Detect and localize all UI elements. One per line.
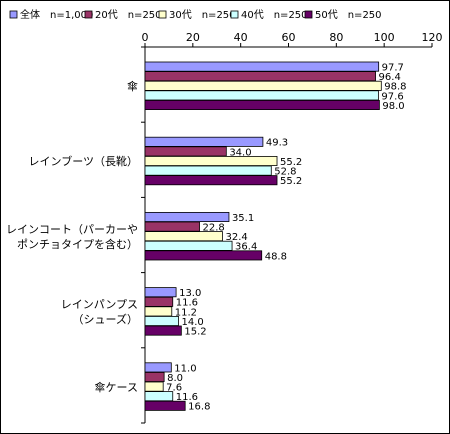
data-label: 35.1 bbox=[232, 213, 254, 224]
bar bbox=[144, 240, 233, 251]
bar bbox=[144, 155, 278, 166]
bar bbox=[144, 381, 164, 392]
data-label: 16.8 bbox=[188, 402, 210, 413]
bar bbox=[144, 211, 230, 222]
legend-swatch bbox=[9, 10, 18, 19]
bar bbox=[144, 136, 264, 147]
bar bbox=[144, 165, 272, 176]
data-label: 11.2 bbox=[175, 307, 197, 318]
data-label: 97.6 bbox=[381, 91, 403, 102]
bar bbox=[144, 231, 223, 242]
bar bbox=[144, 391, 174, 402]
data-label: 13.0 bbox=[179, 288, 201, 299]
x-tick-label: 120 bbox=[422, 31, 443, 44]
legend-swatch bbox=[304, 10, 313, 19]
legend-label: 全体 n=1,000 bbox=[20, 8, 93, 21]
data-label: 15.2 bbox=[184, 327, 206, 338]
bar bbox=[144, 90, 379, 101]
bar bbox=[144, 250, 263, 261]
category-label: 傘 bbox=[127, 80, 138, 93]
bar bbox=[144, 175, 278, 186]
x-tick-label: 60 bbox=[282, 31, 296, 44]
bar bbox=[144, 61, 380, 72]
data-label: 98.0 bbox=[382, 101, 404, 112]
data-label: 96.4 bbox=[379, 72, 401, 83]
legend-swatch bbox=[158, 10, 167, 19]
bar bbox=[144, 371, 165, 382]
bar bbox=[144, 287, 177, 298]
bar bbox=[144, 315, 179, 326]
bar bbox=[144, 325, 182, 336]
data-label: 11.0 bbox=[174, 363, 196, 374]
x-tick-label: 20 bbox=[186, 31, 200, 44]
category-label: ポンチョタイプを含む） bbox=[17, 237, 138, 251]
bar bbox=[144, 100, 380, 111]
data-label: 36.4 bbox=[235, 242, 257, 253]
bar bbox=[144, 146, 227, 157]
data-label: 11.6 bbox=[176, 298, 198, 309]
legend-swatch bbox=[230, 10, 239, 19]
data-label: 55.2 bbox=[280, 176, 302, 187]
bar bbox=[144, 296, 174, 307]
data-label: 34.0 bbox=[229, 147, 251, 158]
data-label: 52.8 bbox=[274, 167, 296, 178]
data-label: 32.4 bbox=[225, 232, 247, 243]
data-label: 7.6 bbox=[166, 383, 182, 394]
category-label: レインブーツ（長靴） bbox=[29, 154, 138, 168]
data-label: 48.8 bbox=[265, 251, 287, 262]
bar bbox=[144, 71, 376, 82]
legend-label: 30代 n=250 bbox=[169, 9, 236, 21]
legend-label: 50代 n=250 bbox=[315, 9, 382, 21]
x-tick-label: 80 bbox=[329, 31, 343, 44]
data-label: 49.3 bbox=[266, 138, 288, 149]
data-label: 97.7 bbox=[382, 63, 404, 74]
data-label: 55.2 bbox=[280, 157, 302, 168]
category-label: 傘ケース bbox=[95, 381, 138, 394]
data-label: 11.6 bbox=[176, 392, 198, 403]
category-label: レインコート（パーカーや bbox=[6, 223, 138, 236]
data-label: 8.0 bbox=[167, 373, 183, 384]
x-tick-label: 40 bbox=[234, 31, 248, 44]
bar bbox=[144, 306, 173, 317]
x-tick-label: 0 bbox=[142, 31, 149, 44]
bar bbox=[144, 80, 382, 91]
data-label: 98.8 bbox=[384, 82, 406, 93]
bar bbox=[144, 400, 186, 411]
category-label: （シューズ） bbox=[73, 312, 138, 326]
data-label: 22.8 bbox=[203, 223, 225, 234]
legend-swatch bbox=[84, 10, 93, 19]
legend-label: 40代 n=250 bbox=[241, 9, 308, 21]
category-label: レインパンプス bbox=[61, 298, 138, 311]
bar bbox=[144, 362, 172, 373]
x-tick-label: 100 bbox=[374, 31, 395, 44]
data-label: 14.0 bbox=[181, 317, 203, 328]
bar bbox=[144, 221, 200, 232]
legend-label: 20代 n=250 bbox=[95, 9, 162, 21]
